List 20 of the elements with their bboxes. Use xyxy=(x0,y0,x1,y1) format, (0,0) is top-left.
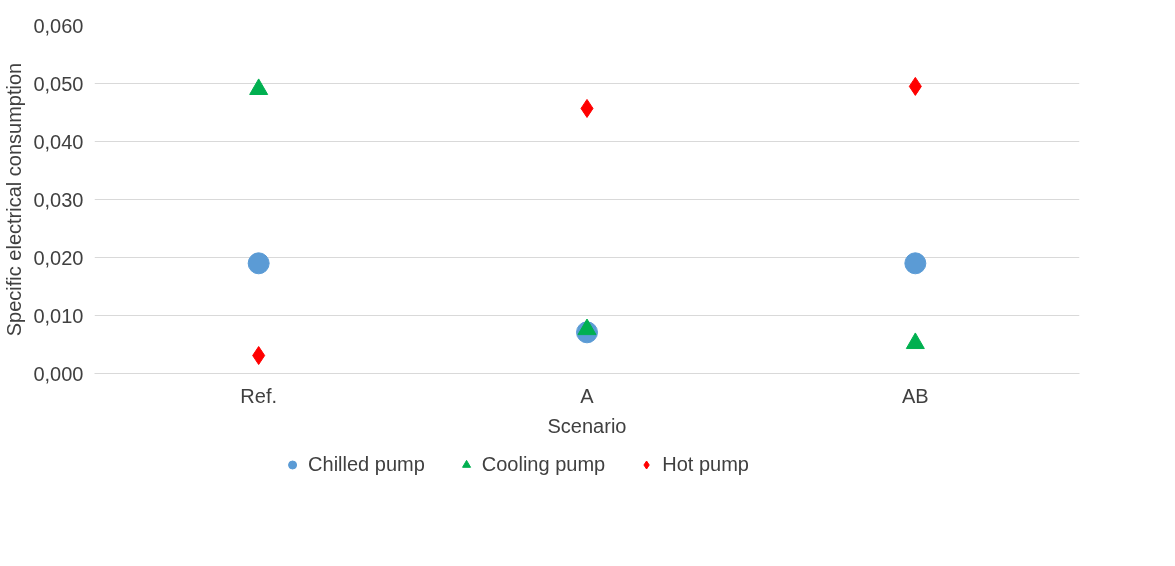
point xyxy=(252,346,266,366)
x-axis-title: Scenario xyxy=(547,414,627,437)
legend-label: Cooling pump xyxy=(481,452,606,476)
y-tick-label: 0,060 xyxy=(33,14,84,37)
point xyxy=(247,252,270,275)
y-tick-label: 0,030 xyxy=(33,188,84,211)
legend-label: Chilled pump xyxy=(308,452,425,476)
point xyxy=(908,76,922,96)
y-axis-title: Specific electrical consumption xyxy=(3,62,26,337)
x-tick-label: A xyxy=(580,384,595,407)
x-tick-label: Ref. xyxy=(240,384,278,407)
x-tick-label: AB xyxy=(901,384,929,407)
y-tick-label: 0,020 xyxy=(33,246,84,269)
y-tick-label: 0,010 xyxy=(33,304,84,327)
y-tick-label: 0,000 xyxy=(33,362,84,385)
point xyxy=(580,98,594,118)
point xyxy=(904,252,927,275)
legend-label: Hot pump xyxy=(662,452,749,476)
y-tick-label: 0,040 xyxy=(33,130,84,153)
y-tick-label: 0,050 xyxy=(33,72,84,95)
